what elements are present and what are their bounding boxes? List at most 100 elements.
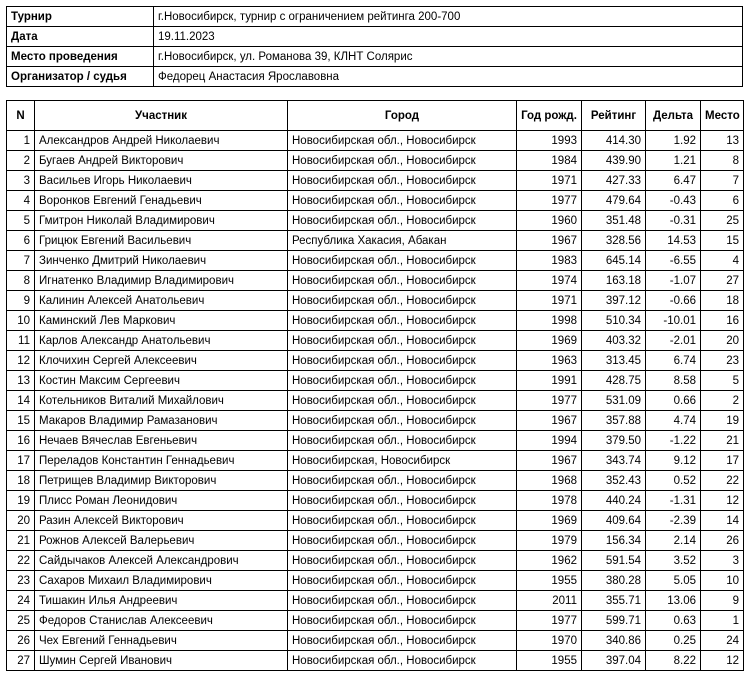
cell-year: 1967: [516, 230, 582, 251]
cell-place: 7: [700, 170, 744, 191]
cell-city: Новосибирская обл., Новосибирск: [287, 250, 517, 271]
cell-rating: 355.71: [581, 590, 646, 611]
table-row: 2 Бугаев Андрей Викторович Новосибирская о…: [6, 150, 744, 171]
cell-city: Новосибирская обл., Новосибирск: [287, 350, 517, 371]
table-row: 9 Калинин Алексей Анатольевич Новосибирска…: [6, 290, 744, 311]
cell-city: Новосибирская обл., Новосибирск: [287, 190, 517, 211]
cell-player: Клочихин Сергей Алексеевич: [34, 350, 288, 371]
cell-n: 4: [6, 190, 35, 211]
cell-rating: 163.18: [581, 270, 646, 291]
cell-player: Сахаров Михаил Владимирович: [34, 570, 288, 591]
tournament-info-table: Турнир г.Новосибирск, турнир с ограничени…: [6, 6, 743, 87]
cell-n: 9: [6, 290, 35, 311]
cell-place: 22: [700, 470, 744, 491]
cell-year: 1969: [516, 510, 582, 531]
cell-place: 5: [700, 370, 744, 391]
cell-n: 10: [6, 310, 35, 331]
cell-rating: 599.71: [581, 610, 646, 631]
cell-delta: 0.25: [645, 630, 701, 651]
cell-place: 21: [700, 430, 744, 451]
cell-year: 1978: [516, 490, 582, 511]
cell-player: Сайдычаков Алексей Александрович: [34, 550, 288, 571]
cell-n: 14: [6, 390, 35, 411]
cell-delta: 0.63: [645, 610, 701, 631]
cell-year: 1968: [516, 470, 582, 491]
cell-n: 18: [6, 470, 35, 491]
table-row: 26 Чех Евгений Геннадьевич Новосибирская о…: [6, 630, 744, 651]
cell-player: Гмитрон Николай Владимирович: [34, 210, 288, 231]
cell-n: 23: [6, 570, 35, 591]
header-delta: Дельта: [645, 100, 701, 131]
cell-rating: 328.56: [581, 230, 646, 251]
table-row: 23 Сахаров Михаил Владимирович Новосибирск…: [6, 570, 744, 591]
cell-city: Новосибирская обл., Новосибирск: [287, 210, 517, 231]
info-value: г.Новосибирск, турнир с ограничением рей…: [153, 6, 743, 27]
cell-city: Новосибирская, Новосибирск: [287, 450, 517, 471]
cell-city: Новосибирская обл., Новосибирск: [287, 650, 517, 671]
cell-n: 11: [6, 330, 35, 351]
cell-player: Переладов Константин Геннадьевич: [34, 450, 288, 471]
cell-year: 1970: [516, 630, 582, 651]
cell-player: Костин Максим Сергеевич: [34, 370, 288, 391]
cell-rating: 343.74: [581, 450, 646, 471]
cell-place: 13: [700, 130, 744, 151]
table-row: 19 Плисс Роман Леонидович Новосибирская об…: [6, 490, 744, 511]
table-row: 25 Федоров Станислав Алексеевич Новосибирс…: [6, 610, 744, 631]
table-row: 20 Разин Алексей Викторович Новосибирская …: [6, 510, 744, 531]
cell-rating: 409.64: [581, 510, 646, 531]
cell-delta: 8.58: [645, 370, 701, 391]
cell-rating: 427.33: [581, 170, 646, 191]
cell-city: Новосибирская обл., Новосибирск: [287, 390, 517, 411]
cell-delta: 8.22: [645, 650, 701, 671]
table-row: 15 Макаров Владимир Рамазанович Новосибирс…: [6, 410, 744, 431]
cell-year: 1969: [516, 330, 582, 351]
info-label: Организатор / судья: [6, 66, 154, 87]
table-row: 5 Гмитрон Николай Владимирович Новосибирск…: [6, 210, 744, 231]
cell-delta: -1.07: [645, 270, 701, 291]
cell-city: Новосибирская обл., Новосибирск: [287, 290, 517, 311]
cell-player: Бугаев Андрей Викторович: [34, 150, 288, 171]
cell-delta: 4.74: [645, 410, 701, 431]
cell-player: Макаров Владимир Рамазанович: [34, 410, 288, 431]
cell-year: 1955: [516, 570, 582, 591]
cell-n: 27: [6, 650, 35, 671]
cell-rating: 313.45: [581, 350, 646, 371]
cell-place: 24: [700, 630, 744, 651]
cell-player: Тишакин Илья Андреевич: [34, 590, 288, 611]
cell-place: 27: [700, 270, 744, 291]
table-row: 4 Воронков Евгений Генадьевич Новосибирска…: [6, 190, 744, 211]
info-row-tournament: Турнир г.Новосибирск, турнир с ограничени…: [6, 6, 743, 27]
info-row-date: Дата 19.11.2023: [6, 26, 743, 47]
cell-place: 4: [700, 250, 744, 271]
cell-place: 26: [700, 530, 744, 551]
cell-rating: 414.30: [581, 130, 646, 151]
cell-delta: 2.14: [645, 530, 701, 551]
cell-player: Зинченко Дмитрий Николаевич: [34, 250, 288, 271]
cell-place: 19: [700, 410, 744, 431]
cell-delta: 0.52: [645, 470, 701, 491]
cell-player: Воронков Евгений Генадьевич: [34, 190, 288, 211]
cell-year: 1971: [516, 290, 582, 311]
cell-delta: 0.66: [645, 390, 701, 411]
table-row: 17 Переладов Константин Геннадьевич Новоси…: [6, 450, 744, 471]
cell-city: Новосибирская обл., Новосибирск: [287, 170, 517, 191]
header-place: Место: [700, 100, 744, 131]
cell-player: Рожнов Алексей Валерьевич: [34, 530, 288, 551]
cell-year: 1974: [516, 270, 582, 291]
cell-city: Новосибирская обл., Новосибирск: [287, 590, 517, 611]
cell-delta: -0.31: [645, 210, 701, 231]
cell-year: 2011: [516, 590, 582, 611]
cell-place: 18: [700, 290, 744, 311]
cell-place: 12: [700, 650, 744, 671]
cell-player: Шумин Сергей Иванович: [34, 650, 288, 671]
cell-place: 15: [700, 230, 744, 251]
cell-city: Новосибирская обл., Новосибирск: [287, 330, 517, 351]
table-row: 7 Зинченко Дмитрий Николаевич Новосибирска…: [6, 250, 744, 271]
cell-place: 8: [700, 150, 744, 171]
cell-rating: 645.14: [581, 250, 646, 271]
cell-place: 3: [700, 550, 744, 571]
cell-place: 1: [700, 610, 744, 631]
cell-city: Новосибирская обл., Новосибирск: [287, 370, 517, 391]
cell-city: Новосибирская обл., Новосибирск: [287, 470, 517, 491]
cell-place: 23: [700, 350, 744, 371]
